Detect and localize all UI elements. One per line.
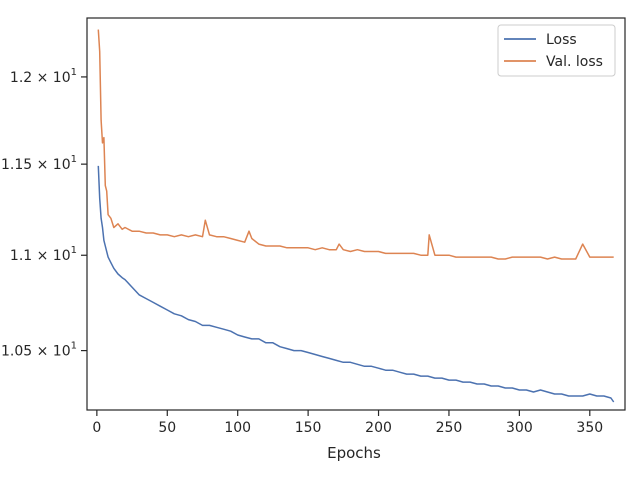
y-tick-label: 1.1 × 101 bbox=[10, 245, 77, 264]
x-tick-label: 200 bbox=[365, 420, 392, 436]
x-tick-label: 300 bbox=[506, 420, 533, 436]
series-line-0 bbox=[97, 165, 615, 403]
legend-box bbox=[497, 24, 616, 77]
x-axis: 0 50 100 150 200 250 300 350 bbox=[92, 410, 603, 436]
y-tick-label: 1.15 × 101 bbox=[1, 154, 77, 173]
x-tick-label: 100 bbox=[224, 420, 251, 436]
legend-label-0: Loss bbox=[546, 32, 577, 48]
x-axis-label: Epochs bbox=[327, 444, 381, 462]
y-tick-label: 1.2 × 101 bbox=[10, 67, 77, 86]
x-tick-label: 50 bbox=[158, 420, 176, 436]
x-tick-label: 250 bbox=[436, 420, 463, 436]
axes-frame bbox=[86, 17, 626, 411]
x-tick-label: 350 bbox=[576, 420, 603, 436]
x-tick-label: 0 bbox=[92, 420, 101, 436]
x-tick-label: 150 bbox=[295, 420, 322, 436]
y-axis: 1.05 × 101 1.1 × 101 1.15 × 101 1.2 × 101 bbox=[1, 67, 87, 360]
legend-label-1: Val. loss bbox=[546, 54, 603, 70]
legend: Loss Val. loss bbox=[497, 24, 616, 77]
y-tick-label: 1.05 × 101 bbox=[1, 341, 77, 360]
series-layer bbox=[97, 29, 615, 403]
series-line-1 bbox=[97, 29, 614, 260]
